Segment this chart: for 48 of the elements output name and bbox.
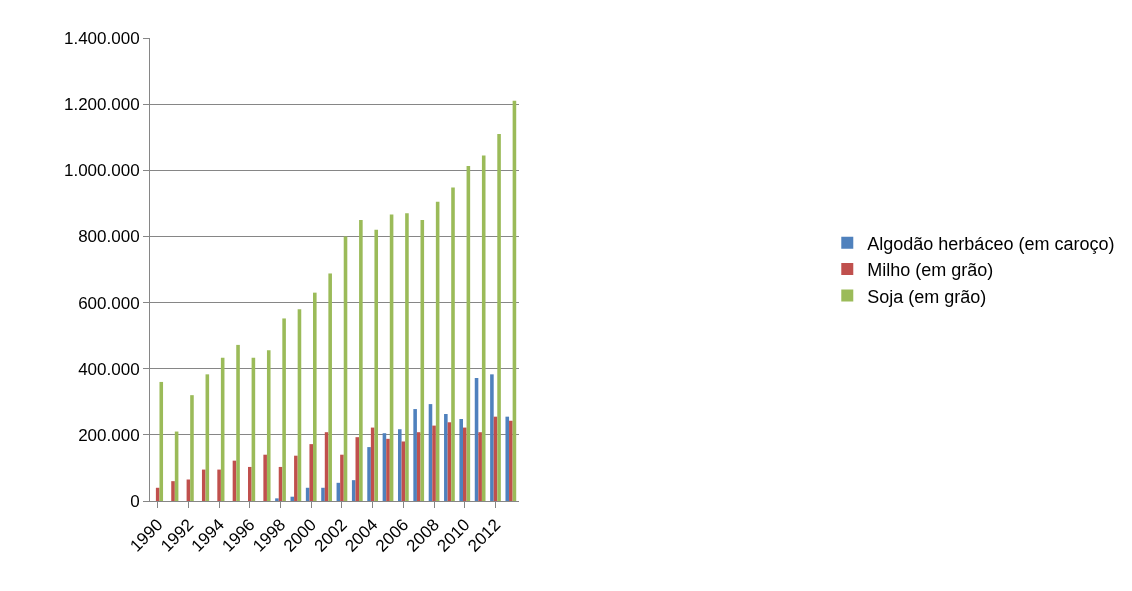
y-tick-label: 400.000 (78, 359, 140, 379)
bar (462, 427, 467, 501)
y-tick-label: 0 (130, 491, 140, 511)
bar (171, 481, 175, 501)
bar (351, 480, 356, 501)
y-tick-label: 1.200.000 (63, 95, 140, 115)
bar (416, 432, 421, 501)
bar (367, 447, 371, 501)
bar (190, 395, 194, 501)
bar (478, 432, 482, 501)
bar (236, 344, 240, 501)
bar (340, 454, 344, 501)
bar (451, 187, 455, 501)
legend-label: Milho (em grão) (867, 260, 994, 281)
bar (282, 318, 286, 501)
bar (217, 469, 221, 501)
y-tick-label: 600.000 (78, 293, 140, 313)
bar (321, 487, 325, 501)
bar (359, 219, 363, 501)
bar (490, 374, 494, 501)
bar (263, 454, 267, 501)
bar (505, 416, 510, 501)
bar (201, 469, 206, 501)
bar (275, 498, 279, 501)
bar (481, 155, 486, 501)
bar (444, 414, 448, 501)
bar (397, 429, 402, 501)
bar (313, 292, 317, 501)
bar (159, 381, 164, 501)
bar (266, 350, 271, 501)
bar (509, 420, 513, 501)
y-tick-label: 1.000.000 (63, 161, 140, 181)
y-tick-label: 1.400.000 (63, 28, 140, 48)
bar (459, 418, 463, 501)
legend-label: Soja (em grão) (867, 286, 987, 307)
bar (432, 425, 436, 501)
bar (294, 455, 298, 501)
bar (248, 466, 252, 501)
bar (328, 273, 332, 501)
bar (374, 229, 379, 501)
y-tick-label: 800.000 (78, 227, 140, 247)
bar (386, 438, 390, 501)
bar (497, 133, 501, 501)
bar (309, 444, 314, 501)
bar (405, 213, 409, 501)
legend-label: Algodão herbáceo (em caroço) (867, 233, 1115, 254)
bar (413, 409, 417, 501)
y-tick-label: 200.000 (78, 425, 140, 445)
